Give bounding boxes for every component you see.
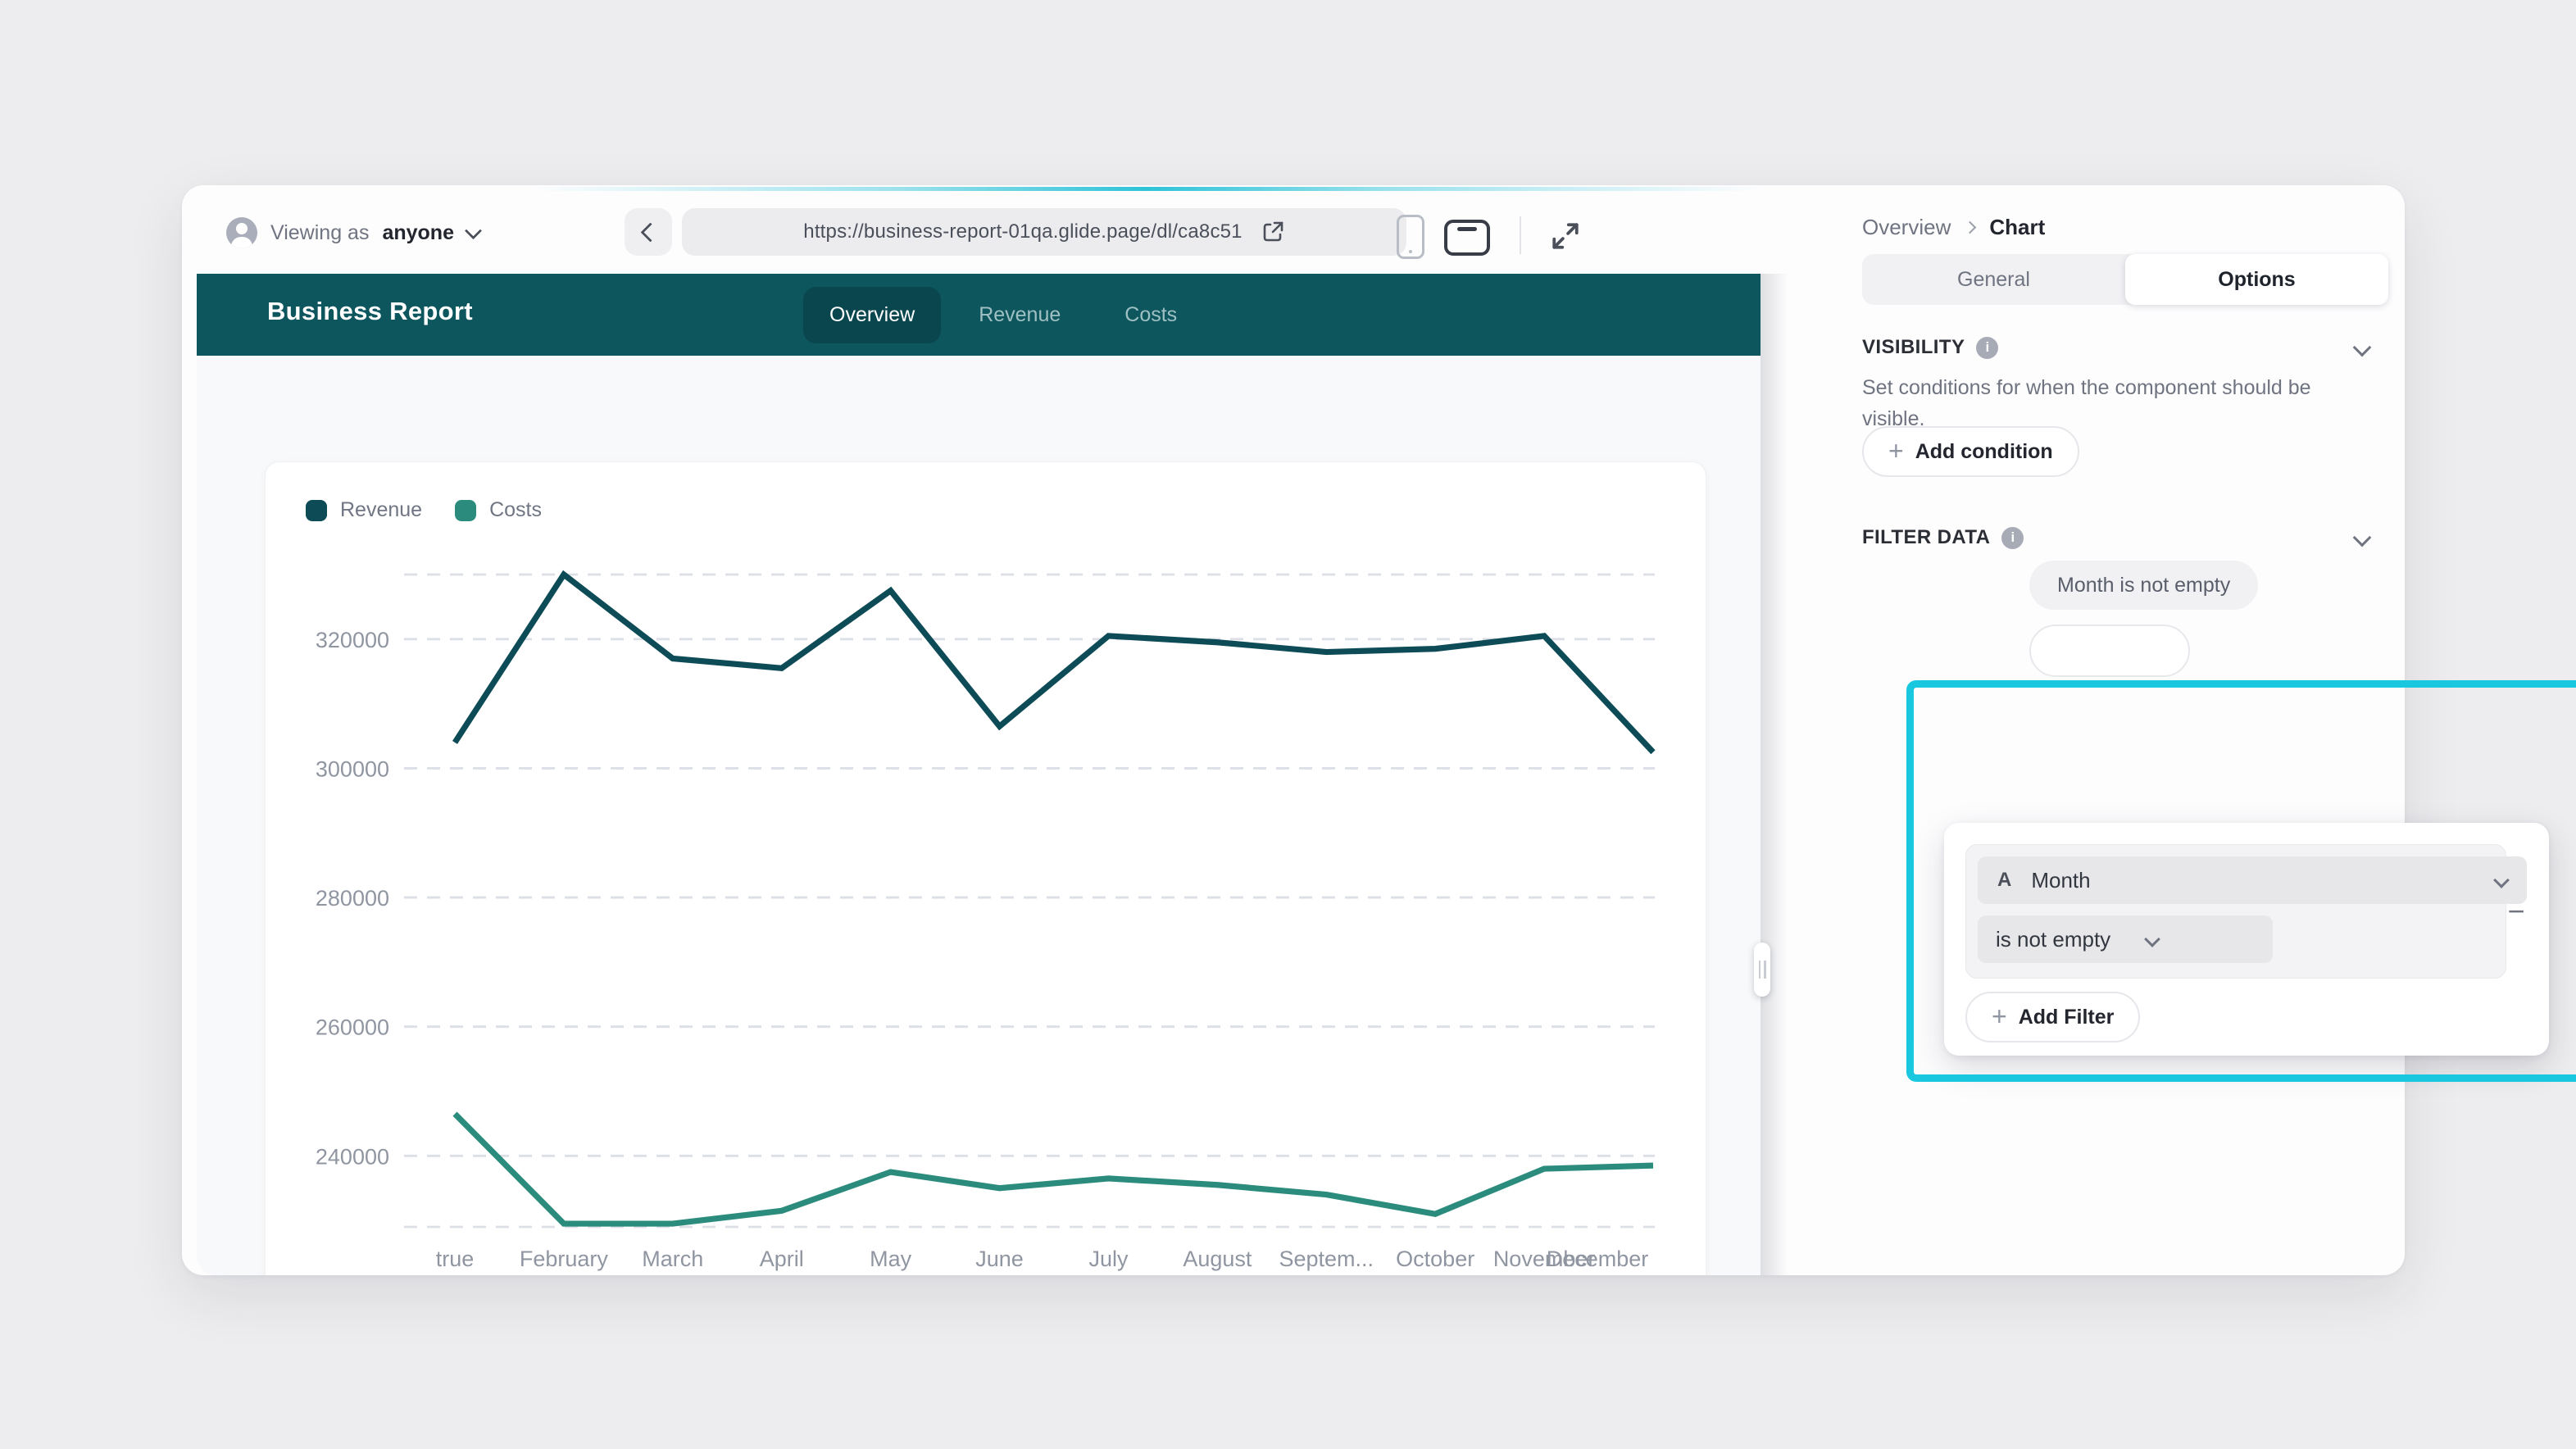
viewing-as-menu[interactable]: Viewing as anyone xyxy=(226,210,483,256)
series-line-revenue xyxy=(452,570,1656,755)
x-axis-tick-label: December xyxy=(1547,1247,1649,1271)
toolbar-divider xyxy=(1520,216,1521,254)
viewing-as-value: anyone xyxy=(382,220,454,244)
x-axis-tick-label: July xyxy=(1088,1247,1129,1271)
breadcrumb: Overview Chart xyxy=(1862,215,2045,240)
y-axis-tick-label: 280000 xyxy=(316,886,389,911)
obscured-button[interactable] xyxy=(2029,625,2190,677)
user-avatar-icon xyxy=(226,217,257,248)
add-condition-label: Add condition xyxy=(1915,439,2053,463)
filter-operator-value: is not empty xyxy=(1996,926,2111,952)
x-axis-tick-label: March xyxy=(642,1247,703,1271)
breadcrumb-current: Chart xyxy=(1989,215,2046,239)
filter-data-title: FILTER DATA xyxy=(1862,526,1991,548)
fullscreen-icon[interactable] xyxy=(1549,220,1582,252)
filter-rule-group: A Month is not empty xyxy=(1965,844,2527,979)
plus-icon: + xyxy=(1992,1001,2007,1031)
chevron-down-icon xyxy=(2493,872,2510,888)
app-tab-overview[interactable]: Overview xyxy=(803,286,942,343)
x-axis-tick-label: February xyxy=(520,1247,609,1271)
panel-tab-switch: General Options xyxy=(1862,254,2388,305)
app-title: Business Report xyxy=(267,297,473,325)
add-filter-button[interactable]: + Add Filter xyxy=(1965,992,2141,1042)
column-type-icon: A xyxy=(1997,869,2012,891)
x-axis-tick-label: August xyxy=(1183,1247,1252,1271)
url-bar[interactable]: https://business-report-01qa.glide.page/… xyxy=(682,208,1406,256)
settings-panel: Overview Chart General Options VISIBILIT… xyxy=(1842,185,2405,1275)
y-axis-tick-label: 320000 xyxy=(316,628,389,652)
y-axis-tick-label: 300000 xyxy=(316,756,389,781)
collapse-chevron-icon[interactable] xyxy=(2352,528,2372,547)
chevron-left-icon xyxy=(640,221,661,243)
x-axis-tick-label: June xyxy=(975,1247,1024,1271)
device-toggle-group xyxy=(1120,208,1742,266)
x-axis-tick-label: May xyxy=(870,1247,912,1271)
info-icon[interactable]: i xyxy=(2001,526,2024,549)
app-tab-revenue[interactable]: Revenue xyxy=(979,302,1061,326)
filter-column-select[interactable]: A Month xyxy=(1978,856,2527,904)
preview-edge-shadow xyxy=(1760,274,1788,1275)
legend-label-costs: Costs xyxy=(489,498,542,521)
app-preview: Business Report Overview Revenue Costs R… xyxy=(197,274,1760,1275)
chart-component[interactable]: Revenue Costs 240000 260000 280000 300000 32… xyxy=(265,461,1706,1275)
revenue-swatch-icon xyxy=(306,499,327,521)
viewing-as-label: Viewing as xyxy=(270,220,370,244)
x-axis-tick-label: November xyxy=(1493,1247,1596,1271)
breadcrumb-parent[interactable]: Overview xyxy=(1862,215,1951,239)
chevron-down-icon xyxy=(464,221,483,239)
line-chart: 240000 260000 280000 300000 320000 true Februa… xyxy=(316,570,1656,1271)
remove-filter-button[interactable]: − xyxy=(2507,894,2525,928)
x-axis-tick-label: October xyxy=(1396,1247,1474,1271)
app-tab-costs[interactable]: Costs xyxy=(1124,302,1178,326)
app-header: Business Report Overview Revenue Costs xyxy=(197,274,1760,356)
preview-toolbar: Viewing as anyone https://business-repor… xyxy=(197,197,1757,270)
legend-label-revenue: Revenue xyxy=(340,498,423,521)
filter-editor-popup: A Month is not empty − + Add Filter xyxy=(1944,823,2549,1056)
app-nav-tabs: Overview Revenue Costs xyxy=(803,282,1203,347)
x-axis-tick-label: true xyxy=(436,1247,475,1271)
filter-data-section-header: FILTER DATA i xyxy=(1862,526,2372,549)
x-axis-tick-label: April xyxy=(760,1247,804,1271)
filter-column-value: Month xyxy=(2031,867,2091,893)
window-top-glow xyxy=(531,187,1760,191)
info-icon[interactable]: i xyxy=(1976,336,1999,359)
x-axis-tick-label: Septem... xyxy=(1279,1247,1374,1271)
filter-summary-chip[interactable]: Month is not empty xyxy=(2029,561,2259,610)
chart-legend: Revenue Costs xyxy=(306,498,542,522)
costs-swatch-icon xyxy=(455,499,477,521)
filter-operator-select[interactable]: is not empty xyxy=(1978,915,2273,963)
tab-options[interactable]: Options xyxy=(2125,254,2388,305)
plus-icon: + xyxy=(1888,435,1904,466)
breadcrumb-chevron-icon xyxy=(1964,220,1977,234)
legend-item-revenue: Revenue xyxy=(306,498,422,522)
open-external-icon[interactable] xyxy=(1261,220,1285,244)
desktop-preview-icon[interactable] xyxy=(1444,220,1490,256)
visibility-description: Set conditions for when the component sh… xyxy=(1862,376,2311,430)
add-filter-label: Add Filter xyxy=(2018,1005,2115,1029)
url-text: https://business-report-01qa.glide.page/… xyxy=(803,220,1243,243)
series-line-costs xyxy=(452,1111,1654,1227)
visibility-section-header: VISIBILITY i xyxy=(1862,336,2372,359)
panel-resize-handle[interactable] xyxy=(1754,943,1770,997)
collapse-chevron-icon[interactable] xyxy=(2352,338,2372,357)
y-axis-tick-label: 260000 xyxy=(316,1015,389,1040)
add-condition-button[interactable]: + Add condition xyxy=(1862,426,2079,477)
visibility-title: VISIBILITY xyxy=(1862,336,1965,358)
tab-general[interactable]: General xyxy=(1957,267,2030,291)
phone-preview-icon[interactable] xyxy=(1397,215,1424,259)
y-axis-tick-label: 240000 xyxy=(316,1144,389,1169)
chevron-down-icon xyxy=(2144,931,2161,947)
legend-item-costs: Costs xyxy=(455,498,542,522)
back-button[interactable] xyxy=(625,208,672,256)
builder-window: Viewing as anyone https://business-repor… xyxy=(182,185,2576,1275)
